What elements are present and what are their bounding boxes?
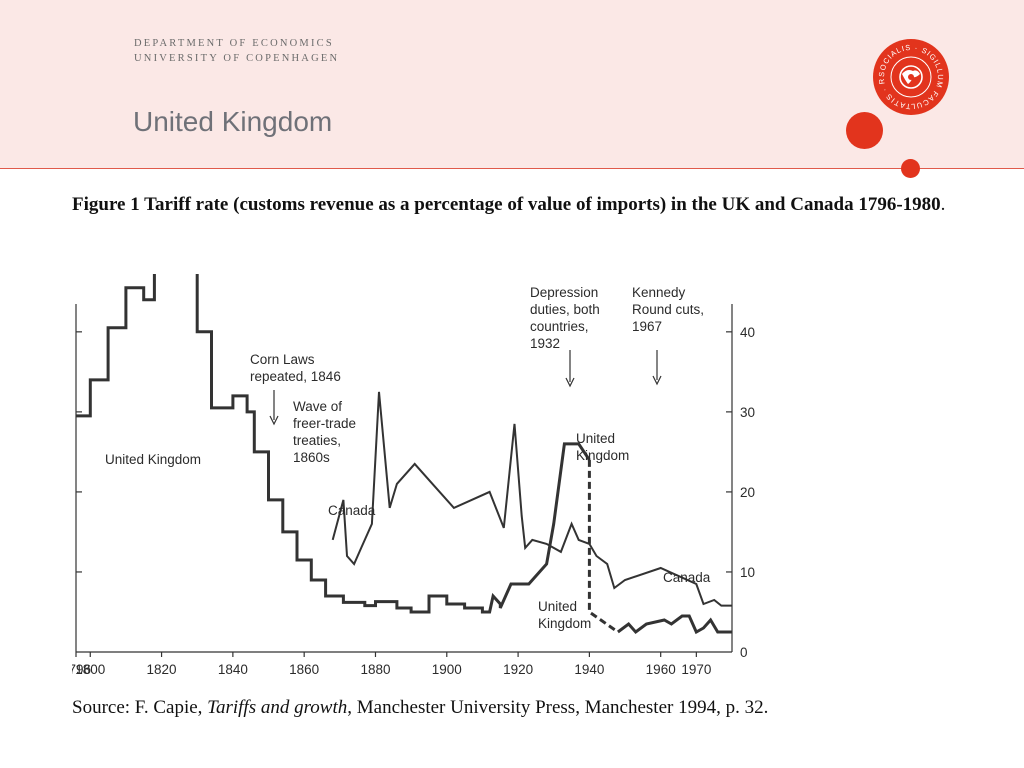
annotation-label-uk-peak: United Kingdom (576, 431, 629, 463)
annotation-label-uk-low: United Kingdom (538, 599, 591, 631)
chart-frame (75, 304, 733, 653)
x-tick-label: 1796 (72, 662, 91, 677)
series-line-uk-dashed (587, 459, 619, 634)
y-tick-label: 30 (740, 405, 755, 420)
source-title: Tariffs and growth (207, 697, 348, 718)
x-tick-label: 1880 (360, 662, 390, 677)
figure-caption-tail: . (940, 194, 946, 215)
annotation-arrows (269, 350, 662, 426)
x-tick-label: 1900 (432, 662, 462, 677)
x-tick-label: 1920 (503, 662, 533, 677)
corn-laws-arrow (269, 390, 279, 426)
figure-caption-bold: Figure 1 Tariff rate (customs revenue as… (72, 194, 941, 215)
annotation-kennedy-round: Kennedy Round cuts, 1967 (632, 285, 704, 334)
source-suffix: , Manchester University Press, Mancheste… (347, 697, 769, 718)
x-tick-label: 1970 (681, 662, 711, 677)
tariff-rate-chart: 01020304050% 179618001820184018601880190… (72, 274, 755, 677)
annotation-depression-duties: Depression duties, both countries, 1932 (530, 285, 600, 351)
y-axis-ticks: 01020304050% (76, 325, 755, 660)
figure-caption: Figure 1 Tariff rate (customs revenue as… (72, 186, 960, 224)
annotation-label-canada-late: Canada (663, 570, 711, 585)
y-tick-label: 10 (740, 565, 755, 580)
annotation-label-uk-left: United Kingdom (105, 452, 201, 467)
x-tick-label: 1860 (289, 662, 319, 677)
decorative-dot-small (901, 159, 920, 178)
department-line: DEPARTMENT OF ECONOMICS (134, 38, 334, 49)
university-line: UNIVERSITY OF COPENHAGEN (134, 53, 340, 64)
series-layer (76, 274, 732, 635)
department-heading: DEPARTMENT OF ECONOMICS UNIVERSITY OF CO… (134, 36, 339, 66)
kennedy-arrow (652, 350, 662, 386)
x-tick-label: 1960 (646, 662, 676, 677)
depression-arrow (565, 350, 575, 388)
x-tick-label: 1820 (147, 662, 177, 677)
annotation-wave-treaties: Wave of freer-trade treaties, 1860s (293, 399, 356, 465)
x-tick-label: 1800 (75, 662, 105, 677)
annotation-label-canada-early: Canada (328, 503, 376, 518)
source-prefix: Source: F. Capie, (72, 697, 208, 718)
series-line-canada (331, 391, 732, 607)
series-line-uk (76, 274, 591, 614)
x-axis-ticks: 17961800 1820 1840 1860 1880 1900 1920 1940 1960… (72, 652, 711, 677)
university-seal-logo: SOCIALIS · SIGILLUM FACULTATIS · RERUM (872, 38, 949, 115)
slide-title: United Kingdom (133, 106, 333, 137)
y-tick-label: 40 (740, 325, 755, 340)
x-tick-label: 1940 (574, 662, 604, 677)
source-citation: Source: F. Capie, Tariffs and growth, Ma… (72, 697, 768, 719)
decorative-dot-large (846, 112, 883, 149)
annotation-corn-laws: Corn Laws repeated, 1846 (250, 352, 341, 384)
y-tick-label: 20 (740, 485, 755, 500)
y-tick-label: 0 (740, 645, 748, 660)
x-tick-label: 1840 (218, 662, 248, 677)
header-divider (0, 168, 1024, 169)
series-line-uk-postwar (617, 614, 732, 635)
annotation-labels: Corn Laws repeated, 1846 Wave of freer-trad… (105, 285, 711, 631)
